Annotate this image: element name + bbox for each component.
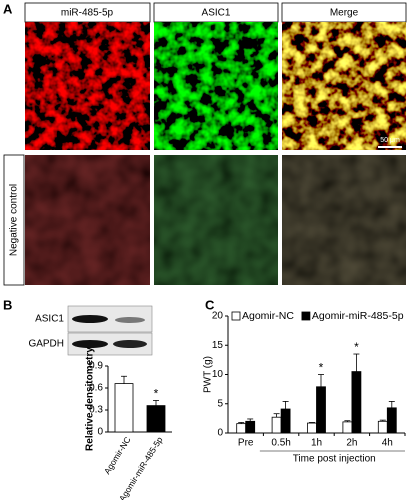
bar — [236, 423, 247, 434]
y-tick-label: 0.3 — [89, 405, 103, 416]
column-title: Merge — [330, 8, 359, 19]
micrograph — [282, 155, 406, 285]
column-title: ASIC1 — [202, 8, 231, 19]
y-tick-label: 0.9 — [89, 361, 103, 372]
y-axis-title: PWT (g) — [203, 356, 214, 393]
micrograph — [282, 22, 406, 150]
blot-band — [72, 340, 108, 348]
y-tick-label: 0 — [217, 428, 223, 439]
x-tick-label: Agomir-NC — [102, 435, 133, 476]
western-blot: ASIC1 GAPDH — [28, 305, 153, 356]
scale-label: 50 μm — [380, 137, 400, 144]
significance: * — [354, 340, 359, 354]
x-axis-title: Time post injection — [293, 454, 376, 465]
legend-label: Agomir-NC — [242, 310, 294, 322]
panel-label: B — [3, 297, 12, 312]
panel-label: A — [3, 1, 13, 16]
y-tick-label: 20 — [212, 311, 224, 322]
bar — [245, 420, 256, 434]
bar — [271, 416, 282, 434]
panel-label: C — [205, 297, 215, 312]
blot-label: GAPDH — [28, 339, 64, 350]
legend-swatch — [301, 311, 311, 321]
blot-band — [115, 317, 145, 323]
x-tick-label: 0.5h — [271, 438, 290, 449]
y-tick-label: 0 — [97, 427, 103, 438]
x-tick-label: 2h — [346, 438, 357, 449]
bar — [342, 421, 353, 434]
bar — [280, 408, 291, 434]
bar — [114, 383, 134, 433]
column-title: miR-485-5p — [61, 8, 114, 19]
row-title: Negative control — [9, 184, 20, 256]
micrograph — [154, 22, 278, 150]
bar — [386, 407, 397, 434]
row-header — [3, 154, 25, 286]
bar — [307, 422, 317, 434]
bar — [316, 386, 326, 434]
y-tick-label: 0.6 — [89, 383, 103, 394]
bar — [351, 371, 362, 434]
image-grid: miR-485-5p ASIC1 Merge 50 μm Negative co… — [3, 2, 407, 286]
bar — [377, 420, 388, 434]
micrograph — [25, 22, 150, 150]
y-tick-label: 10 — [212, 369, 224, 380]
blot-band — [72, 315, 108, 323]
x-tick-label: 1h — [311, 438, 322, 449]
significance: * — [154, 387, 159, 401]
x-tick-label: Pre — [238, 438, 254, 449]
bar — [146, 405, 166, 433]
micrograph — [154, 155, 278, 285]
legend-label: Agomir-miR-485-5p — [312, 310, 404, 322]
x-tick-label: 4h — [382, 438, 393, 449]
y-tick-label: 5 — [217, 398, 223, 409]
blot-band — [113, 340, 147, 348]
y-axis-title: Relative densitometry — [85, 347, 96, 451]
y-tick-label: 15 — [212, 340, 224, 351]
significance: * — [319, 361, 324, 375]
micrograph — [25, 155, 150, 285]
blot-label: ASIC1 — [35, 314, 64, 325]
legend-swatch — [231, 311, 241, 321]
blot-strip — [67, 332, 153, 356]
